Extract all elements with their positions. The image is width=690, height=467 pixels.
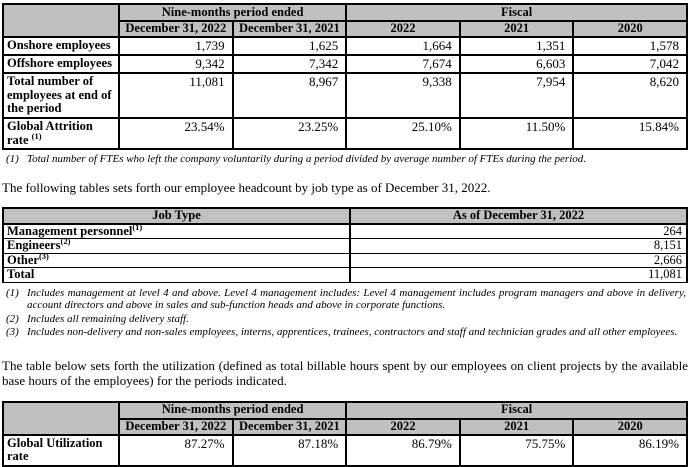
group-header-fiscal: Fiscal	[345, 3, 688, 22]
table-row-management: Management personnel(1) 264	[2, 223, 688, 240]
row-label: Global Attrition rate (1)	[2, 117, 120, 151]
job-type-footnote-2: (2) Includes all remaining delivery staf…	[2, 313, 688, 326]
col-header-2021: 2021	[458, 417, 575, 436]
job-type-table: Job Type As of December 31, 2022 Managem…	[2, 206, 688, 283]
col-header-2022: 2022	[345, 20, 461, 38]
cell-value: 8,151	[349, 238, 688, 254]
row-label: Other(3)	[2, 252, 351, 269]
col-header-2021: 2021	[458, 20, 575, 38]
footnote-ref-2: (2)	[60, 238, 71, 246]
utilization-intro-paragraph: The table below sets forth the utilizati…	[2, 357, 688, 388]
footnote-text: Total number of FTEs who left the compan…	[27, 153, 587, 166]
col-header-dec-2021: December 31, 2021	[231, 417, 348, 436]
cell-value: 23.54%	[118, 117, 234, 151]
job-type-footnotes: (1) Includes management at level 4 and a…	[2, 287, 688, 339]
col-header-dec-2022: December 31, 2022	[118, 20, 234, 38]
cell-value: 7,342	[231, 54, 348, 75]
table-row-engineers: Engineers(2) 8,151	[2, 238, 688, 254]
footnote-ref-1: (1)	[132, 223, 143, 232]
cell-value: 25.10%	[345, 117, 461, 151]
col-header-job-type: Job Type	[2, 206, 351, 225]
cell-value: 86.19%	[572, 433, 688, 467]
footnote-text: Includes non-delivery and non-sales empl…	[27, 326, 678, 339]
row-label: Offshore employees	[2, 54, 120, 75]
cell-value: 1,739	[118, 35, 234, 57]
job-type-footnote-3: (3) Includes non-delivery and non-sales …	[2, 326, 688, 339]
cell-value: 11,081	[349, 267, 688, 283]
cell-value: 9,338	[345, 72, 461, 120]
cell-value: 1,578	[572, 35, 688, 57]
col-header-2020: 2020	[572, 20, 688, 38]
footnote-marker: (2)	[6, 312, 19, 325]
col-header-2022: 2022	[345, 417, 461, 436]
col-header-as-of: As of December 31, 2022	[349, 206, 688, 225]
footnote-ref-3: (3)	[38, 253, 49, 261]
footnote-text: Includes management at level 4 and above…	[27, 286, 686, 312]
cell-value: 75.75%	[458, 433, 575, 467]
cell-value: 15.84%	[572, 117, 688, 151]
row-label: Management personnel(1)	[2, 223, 351, 240]
cell-value: 1,664	[345, 35, 461, 57]
row-label: Onshore employees	[2, 35, 120, 57]
cell-value: 87.27%	[118, 433, 234, 467]
col-header-dec-2021: December 31, 2021	[231, 20, 348, 38]
cell-value: 9,342	[118, 54, 234, 75]
cell-value: 23.25%	[231, 117, 348, 151]
cell-value: 7,042	[572, 54, 688, 75]
footnote-marker: (1)	[6, 286, 19, 299]
cell-value: 2,666	[349, 252, 688, 269]
group-header-fiscal: Fiscal	[345, 400, 688, 420]
employee-headcount-table: Nine-months period ended Fiscal December…	[2, 3, 688, 151]
row-label: Global Utilization rate	[2, 433, 120, 467]
table-row-onshore: Onshore employees 1,739 1,625 1,664 1,35…	[2, 35, 688, 57]
table-row-attrition: Global Attrition rate (1) 23.54% 23.25% …	[2, 117, 688, 151]
cell-value: 8,620	[572, 72, 688, 120]
cell-value: 6,603	[458, 54, 575, 75]
cell-value: 8,967	[231, 72, 348, 120]
cell-value: 1,625	[231, 35, 348, 57]
utilization-table: Nine-months period ended Fiscal December…	[2, 400, 688, 467]
group-header-nine-months: Nine-months period ended	[117, 3, 348, 22]
headcount-intro-paragraph: The following tables sets forth our empl…	[2, 179, 491, 195]
cell-value: 7,954	[458, 72, 575, 120]
col-header-2020: 2020	[572, 417, 688, 436]
attrition-footnote: (1) Total number of FTEs who left the co…	[2, 153, 688, 166]
table-row-offshore: Offshore employees 9,342 7,342 7,674 6,6…	[2, 54, 688, 75]
footnote-ref-1: (1)	[31, 130, 42, 141]
row-label: Total number of employees at end of the …	[2, 72, 120, 120]
cell-value: 7,674	[345, 54, 461, 75]
table-row-other: Other(3) 2,666	[2, 252, 688, 269]
footnote-marker: (1)	[6, 153, 19, 166]
cell-value: 87.18%	[231, 433, 348, 467]
cell-value: 11.50%	[458, 117, 575, 151]
col-header-dec-2022: December 31, 2022	[118, 417, 234, 436]
job-type-footnote-1: (1) Includes management at level 4 and a…	[2, 287, 688, 312]
blank-header-cell	[2, 400, 120, 436]
cell-value: 264	[349, 223, 688, 240]
row-label: Engineers(2)	[2, 238, 351, 254]
cell-value: 1,351	[458, 35, 575, 57]
blank-header-cell	[2, 3, 120, 38]
footnote-marker: (3)	[6, 326, 19, 339]
group-header-nine-months: Nine-months period ended	[117, 400, 348, 420]
cell-value: 86.79%	[345, 433, 461, 467]
table-row-total: Total 11,081	[2, 267, 688, 283]
table-row-utilization: Global Utilization rate 87.27% 87.18% 86…	[2, 433, 688, 467]
footnote-text: Includes all remaining delivery staff.	[27, 312, 189, 325]
cell-value: 11,081	[118, 72, 234, 120]
row-label: Total	[2, 267, 351, 283]
table-row-total-employees: Total number of employees at end of the …	[2, 72, 688, 120]
